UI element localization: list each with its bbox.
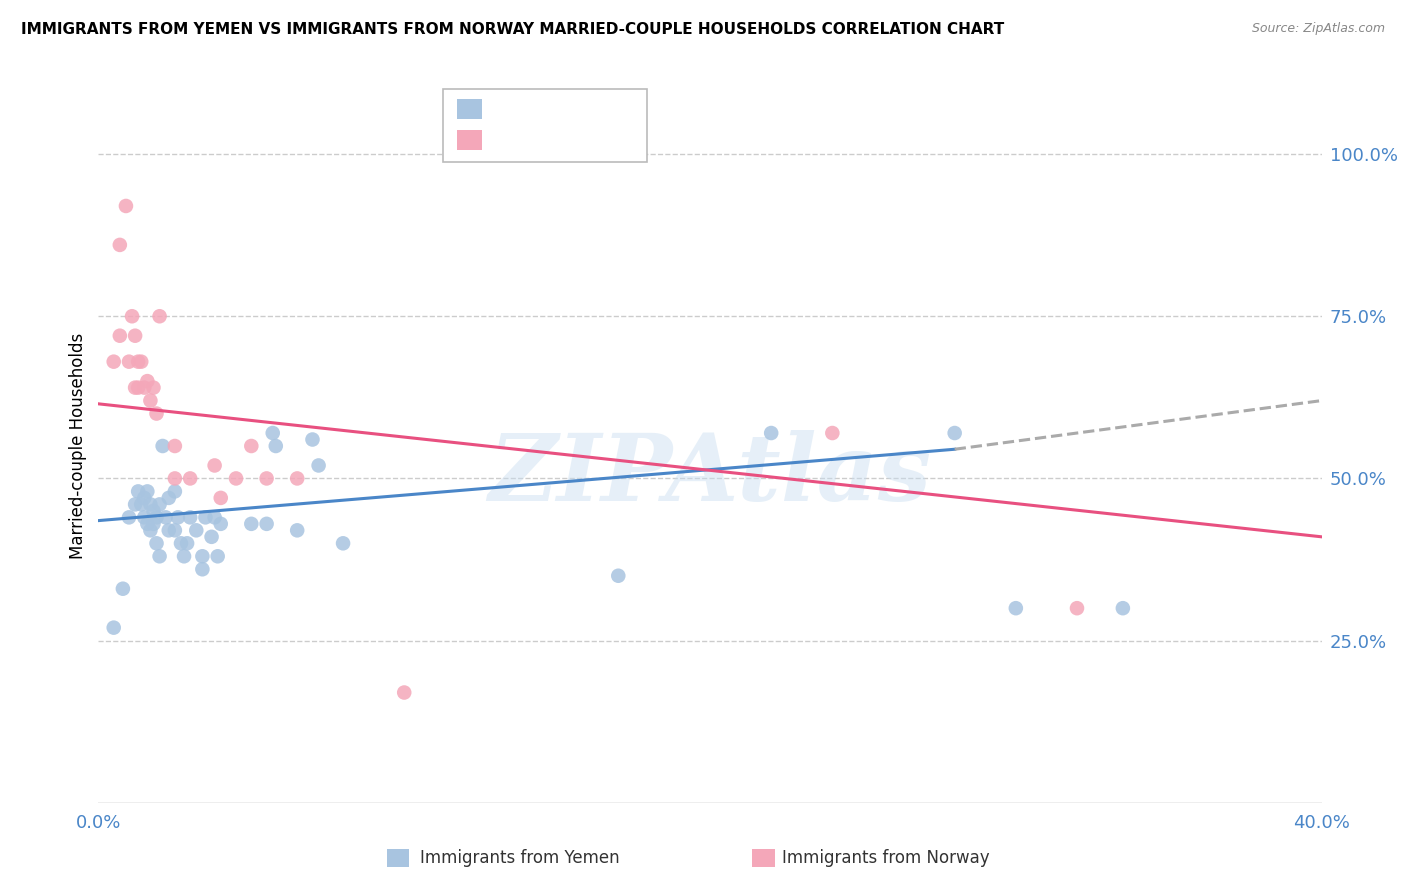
Point <box>127 354 149 368</box>
Point <box>821 425 844 440</box>
Text: ZIPAtlas: ZIPAtlas <box>488 430 932 519</box>
Point <box>285 524 308 538</box>
Point <box>139 393 162 408</box>
Point <box>136 374 159 388</box>
Text: R =: R = <box>492 131 531 149</box>
Point <box>176 536 198 550</box>
Point <box>129 497 152 511</box>
Point <box>139 497 162 511</box>
Point <box>209 491 232 505</box>
Point <box>136 484 159 499</box>
Point <box>134 510 156 524</box>
Text: Immigrants from Yemen: Immigrants from Yemen <box>420 849 620 867</box>
Point <box>149 549 172 564</box>
Text: 0.321: 0.321 <box>519 100 582 118</box>
Point <box>103 621 125 635</box>
Point <box>179 471 201 485</box>
Text: N =: N = <box>572 100 612 118</box>
Point <box>108 328 131 343</box>
Point <box>1112 601 1135 615</box>
Point <box>118 510 141 524</box>
Point <box>127 381 149 395</box>
Point <box>145 510 167 524</box>
Text: N =: N = <box>572 131 612 149</box>
Text: Immigrants from Norway: Immigrants from Norway <box>782 849 990 867</box>
Text: Source: ZipAtlas.com: Source: ZipAtlas.com <box>1251 22 1385 36</box>
Point <box>163 484 186 499</box>
Point <box>173 549 195 564</box>
Point <box>124 328 146 343</box>
Point <box>163 524 186 538</box>
Text: 50: 50 <box>598 100 623 118</box>
Point <box>759 425 782 440</box>
Point <box>121 310 143 324</box>
Point <box>108 238 131 252</box>
Text: IMMIGRANTS FROM YEMEN VS IMMIGRANTS FROM NORWAY MARRIED-COUPLE HOUSEHOLDS CORREL: IMMIGRANTS FROM YEMEN VS IMMIGRANTS FROM… <box>21 22 1004 37</box>
Point <box>134 381 156 395</box>
Text: R =: R = <box>492 100 531 118</box>
Point <box>1066 601 1088 615</box>
Point <box>256 516 278 531</box>
Point <box>115 199 138 213</box>
Point <box>152 439 174 453</box>
Point <box>943 425 966 440</box>
Point <box>1004 601 1026 615</box>
Point <box>163 439 186 453</box>
Point <box>163 471 186 485</box>
Point <box>111 582 134 596</box>
Point <box>124 497 146 511</box>
Point <box>204 510 226 524</box>
Point <box>262 425 284 440</box>
Point <box>264 439 287 453</box>
Point <box>155 510 177 524</box>
Point <box>209 516 232 531</box>
Point <box>170 536 193 550</box>
Point <box>145 407 167 421</box>
Point <box>118 354 141 368</box>
Point <box>256 471 278 485</box>
Point <box>607 568 630 582</box>
Point <box>157 524 180 538</box>
Point <box>129 354 152 368</box>
Point <box>308 458 330 473</box>
Point <box>240 439 263 453</box>
Point <box>145 536 167 550</box>
Point <box>194 510 217 524</box>
Point <box>191 549 214 564</box>
Point <box>139 524 162 538</box>
Point <box>240 516 263 531</box>
Point <box>157 491 180 505</box>
Point <box>142 504 165 518</box>
Point <box>332 536 354 550</box>
Point <box>225 471 247 485</box>
Point <box>301 433 323 447</box>
Text: 29: 29 <box>598 131 623 149</box>
Point <box>285 471 308 485</box>
Point <box>207 549 229 564</box>
Point <box>142 381 165 395</box>
Point <box>149 497 172 511</box>
Point <box>124 381 146 395</box>
Point <box>134 491 156 505</box>
Point <box>204 458 226 473</box>
Point <box>142 516 165 531</box>
Text: -0.298: -0.298 <box>519 131 583 149</box>
Point <box>200 530 222 544</box>
Y-axis label: Married-couple Households: Married-couple Households <box>69 333 87 559</box>
Point <box>186 524 208 538</box>
Point <box>127 484 149 499</box>
Point <box>167 510 190 524</box>
Point <box>149 310 172 324</box>
Point <box>392 685 416 699</box>
Point <box>136 516 159 531</box>
Point <box>191 562 214 576</box>
Point <box>103 354 125 368</box>
Point <box>179 510 201 524</box>
